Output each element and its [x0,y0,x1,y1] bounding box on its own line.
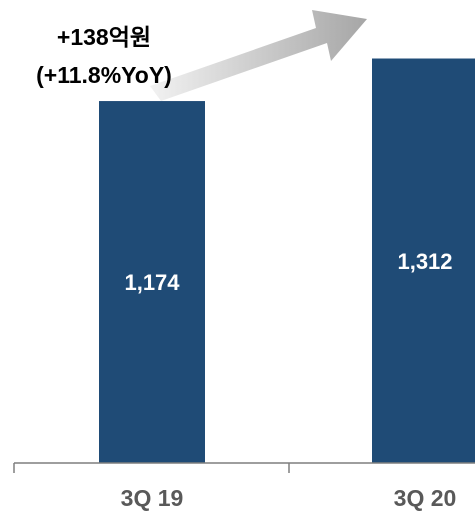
growth-annotation-amount: +138억원 [57,24,151,50]
ticks-layer: 3Q 19 3Q 20 [13,463,457,511]
bar-3q-20 [372,58,475,463]
bar-value-label: 1,174 [124,270,180,295]
bars-layer [99,58,475,464]
x-tick-label: 3Q 19 [121,485,184,511]
growth-arrow [150,10,367,101]
bar-value-label: 1,312 [397,249,452,274]
labels-layer: 1,174 1,312 [124,249,452,295]
x-tick-label: 3Q 20 [394,485,457,511]
growth-annotation-percent: (+11.8%YoY) [36,62,172,88]
bar-3q-19 [99,101,205,464]
